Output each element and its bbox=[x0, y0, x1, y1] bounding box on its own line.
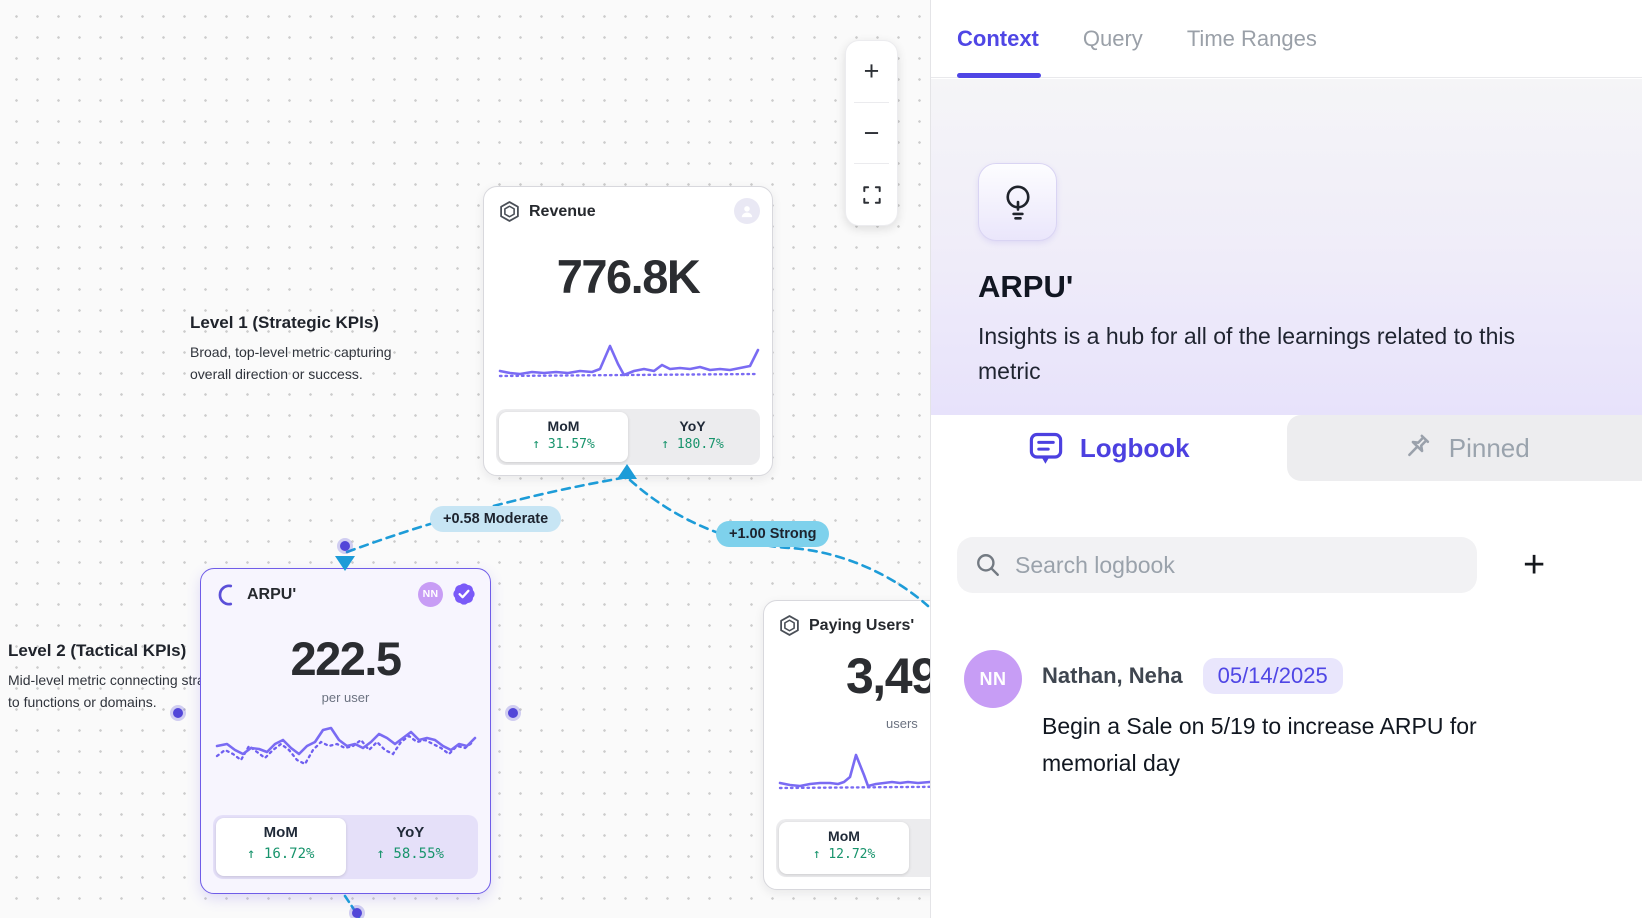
arpu-card-header: ARPU' bbox=[216, 583, 296, 607]
fit-view-button[interactable] bbox=[846, 164, 897, 225]
hexagon-metric-icon bbox=[780, 615, 799, 636]
correlation-label-moderate[interactable]: +0.58 Moderate bbox=[430, 506, 562, 532]
arpu-sparkline bbox=[215, 726, 477, 766]
connection-handle-ring bbox=[505, 705, 521, 721]
pinned-label: Pinned bbox=[1448, 432, 1530, 463]
search-box[interactable] bbox=[957, 537, 1477, 593]
entry-text: Begin a Sale on 5/19 to increase ARPU fo… bbox=[1042, 713, 1477, 777]
connection-handle-top[interactable] bbox=[340, 541, 350, 551]
divider bbox=[854, 101, 889, 103]
arpu-stat-toggle: MoM ↑ 16.72% YoY ↑ 58.55% bbox=[213, 815, 478, 879]
arpu-card-title: ARPU' bbox=[247, 586, 297, 603]
paying-users-mom-tab[interactable]: MoM ↑ 12.72% bbox=[779, 822, 909, 874]
connection-handle-ring bbox=[337, 538, 353, 554]
revenue-value: 776.8K bbox=[556, 250, 701, 303]
metric-card-revenue[interactable]: Revenue 776.8K MoM ↑ 31.57% YoY ↑ 180. bbox=[483, 186, 773, 476]
level1-annotation: Level 1 (Strategic KPIs) Broad, top-leve… bbox=[190, 313, 430, 385]
paying-users-stat-toggle: MoM ↑ 12.72% bbox=[776, 819, 930, 877]
level2-title: Level 2 (Tactical KPIs) bbox=[8, 641, 187, 660]
entry-avatar: NN bbox=[964, 650, 1022, 708]
tab-query[interactable]: Query bbox=[1082, 25, 1143, 51]
zoom-out-button[interactable]: − bbox=[863, 117, 880, 148]
correlation-label-strong[interactable]: +1.00 Strong bbox=[716, 521, 830, 547]
entry-body: Nathan, Neha 05/14/2025 Begin a Sale on … bbox=[1042, 650, 1532, 783]
metric-tree-canvas[interactable]: Level 1 (Strategic KPIs) Broad, top-leve… bbox=[0, 0, 931, 918]
logbook-icon bbox=[1029, 432, 1063, 464]
metric-hero-section: ARPU' Insights is a hub for all of the l… bbox=[931, 79, 1642, 415]
zoom-in-button[interactable]: + bbox=[863, 55, 880, 86]
owner-avatar-icon bbox=[734, 198, 760, 224]
owner-avatar-nn: NN bbox=[418, 581, 443, 607]
revenue-yoy-tab[interactable]: YoY ↑ 180.7% bbox=[628, 412, 757, 462]
level1-title: Level 1 (Strategic KPIs) bbox=[190, 313, 379, 332]
connection-handle-right[interactable] bbox=[508, 708, 518, 718]
revenue-stat-toggle: MoM ↑ 31.57% YoY ↑ 180.7% bbox=[496, 409, 760, 465]
canvas-zoom-toolbar: + − bbox=[845, 40, 898, 226]
mom-value: ↑ 12.72% bbox=[812, 847, 876, 862]
add-logbook-entry-button[interactable]: + bbox=[1523, 544, 1546, 586]
paying-users-value: 3,49 bbox=[846, 648, 931, 704]
tab-context[interactable]: Context bbox=[957, 0, 1041, 78]
yoy-label: YoY bbox=[396, 824, 425, 841]
entry-date-badge: 05/14/2025 bbox=[1202, 658, 1343, 694]
revenue-mom-tab[interactable]: MoM ↑ 31.57% bbox=[499, 412, 628, 462]
revenue-card-title: Revenue bbox=[529, 202, 596, 220]
logbook-label: Logbook bbox=[1079, 432, 1190, 463]
paying-users-card-title: Paying Users' bbox=[809, 616, 915, 634]
logbook-entry[interactable]: NN Nathan, Neha 05/14/2025 Begin a Sale … bbox=[964, 650, 1604, 783]
paying-users-card-header: Paying Users' bbox=[779, 615, 914, 636]
tab-pinned[interactable]: Pinned bbox=[1286, 415, 1642, 481]
arpu-mom-tab[interactable]: MoM ↑ 16.72% bbox=[216, 818, 346, 876]
mom-value: ↑ 16.72% bbox=[247, 846, 315, 862]
arpu-unit: per user bbox=[321, 690, 370, 705]
search-icon bbox=[977, 554, 999, 576]
logbook-search-row: + bbox=[957, 537, 1577, 593]
lightbulb-icon bbox=[1005, 185, 1030, 220]
divider bbox=[854, 163, 889, 165]
metric-card-arpu[interactable]: ARPU' NN 222.5 per user MoM ↑ bbox=[200, 568, 491, 894]
connection-handle-ring bbox=[349, 905, 365, 918]
arpu-yoy-tab[interactable]: YoY ↑ 58.55% bbox=[346, 818, 476, 876]
insights-icon-card bbox=[978, 163, 1057, 241]
tab-logbook[interactable]: Logbook bbox=[931, 415, 1287, 481]
mom-label: MoM bbox=[547, 418, 580, 434]
paying-users-yoy-tab[interactable] bbox=[909, 822, 930, 874]
mom-value: ↑ 31.57% bbox=[532, 437, 595, 452]
level2-annotation: Level 2 (Tactical KPIs) Mid-level metric… bbox=[8, 641, 240, 713]
pin-icon bbox=[1407, 434, 1429, 457]
context-panel: Context Query Time Ranges ARPU' Insights… bbox=[931, 0, 1642, 918]
tab-time-ranges[interactable]: Time Ranges bbox=[1186, 25, 1317, 51]
connection-handle-bottom[interactable] bbox=[352, 908, 362, 918]
yoy-label: YoY bbox=[679, 418, 706, 434]
hexagon-metric-icon bbox=[500, 201, 519, 222]
entry-author: Nathan, Neha bbox=[1042, 663, 1183, 688]
edge-arpu-down bbox=[343, 894, 361, 918]
metric-card-paying-users[interactable]: Paying Users' 3,49 users MoM ↑ 12.72% bbox=[763, 600, 931, 890]
metric-description: Insights is a hub for all of the learnin… bbox=[978, 323, 1515, 384]
revenue-sparkline bbox=[498, 344, 760, 378]
panel-tabbar: Context Query Time Ranges bbox=[931, 0, 1642, 78]
yoy-value: ↑ 180.7% bbox=[661, 437, 724, 452]
arpu-value: 222.5 bbox=[290, 632, 402, 685]
content-tabs: Logbook Pinned bbox=[931, 415, 1642, 481]
verified-badge-icon bbox=[453, 583, 475, 605]
yoy-value: ↑ 58.55% bbox=[376, 846, 444, 862]
paying-users-sparkline bbox=[778, 753, 930, 790]
search-logbook-input[interactable] bbox=[1015, 551, 1459, 579]
crescent-moon-icon bbox=[218, 584, 233, 606]
fit-view-icon bbox=[862, 185, 881, 204]
revenue-card-header: Revenue bbox=[499, 201, 596, 222]
metric-name: ARPU' bbox=[978, 269, 1074, 304]
mom-label: MoM bbox=[263, 824, 298, 841]
mom-label: MoM bbox=[828, 828, 860, 844]
level2-description: Mid-level metric connecting strategy to … bbox=[8, 672, 232, 710]
level1-description: Broad, top-level metric capturing overal… bbox=[190, 344, 392, 382]
paying-users-unit: users bbox=[886, 716, 918, 731]
